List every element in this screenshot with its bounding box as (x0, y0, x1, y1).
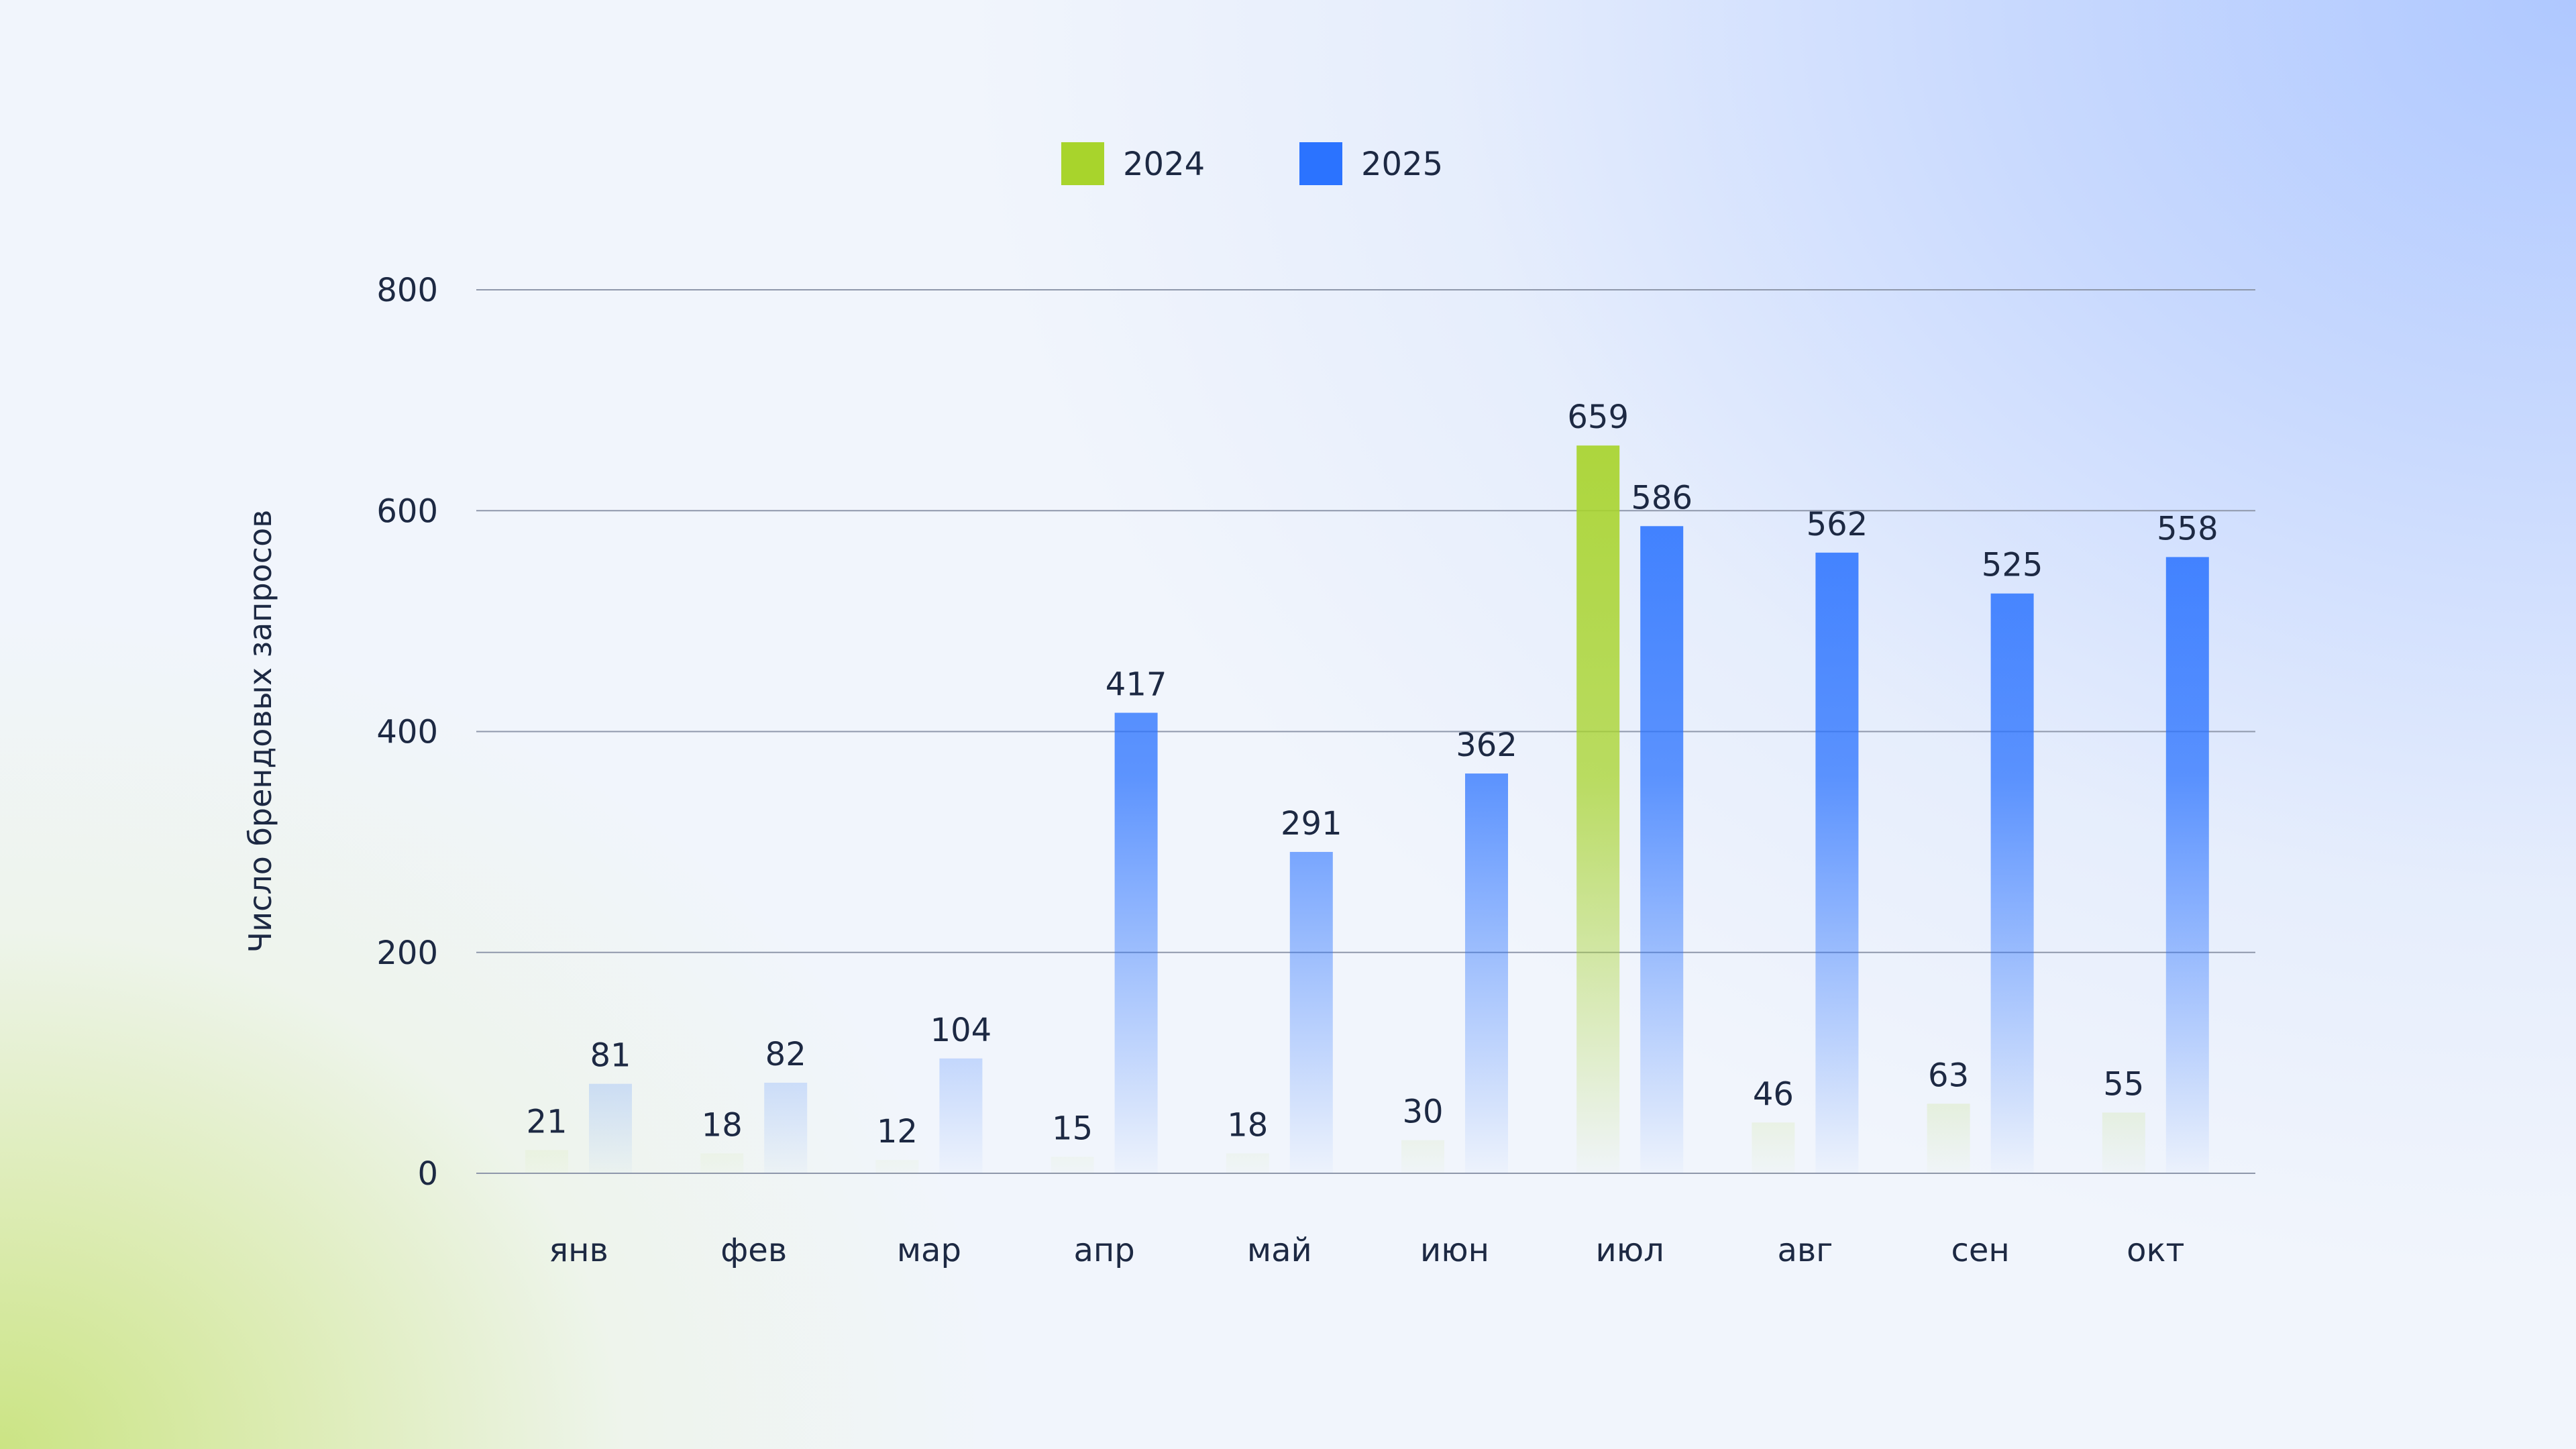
y-tick-label-200: 200 (376, 934, 438, 972)
y-tick-label-600: 600 (376, 492, 438, 530)
data-label-2025-сен: 525 (1982, 547, 2043, 584)
data-label-2024-фев: 18 (702, 1106, 743, 1144)
x-tick-label-мар: мар (897, 1232, 961, 1269)
bar-2025-июл (1640, 526, 1684, 1173)
bar-2024-апр (1051, 1157, 1094, 1173)
bars (525, 445, 2209, 1173)
data-label-2025-авг: 562 (1807, 506, 1868, 543)
y-tick-label-0: 0 (417, 1155, 438, 1193)
data-label-2024-июн: 30 (1402, 1093, 1443, 1131)
x-tick-label-фев: фев (720, 1232, 787, 1269)
bar-2025-мар (939, 1058, 983, 1173)
x-tick-label-янв: янв (549, 1232, 608, 1269)
data-label-2024-авг: 46 (1753, 1075, 1794, 1113)
bar-2024-фев (700, 1153, 744, 1173)
x-tick-label-сен: сен (1951, 1232, 2009, 1269)
bar-2025-фев (764, 1083, 808, 1173)
y-axis-ticks: 0 200 400 600 800 (376, 272, 438, 1193)
bar-2024-янв (525, 1150, 568, 1173)
data-label-2025-апр: 417 (1106, 666, 1167, 704)
y-tick-label-800: 800 (376, 272, 438, 309)
x-axis-ticks: янв фев мар апр май июн июл авг сен окт (549, 1232, 2184, 1269)
x-tick-label-окт: окт (2127, 1232, 2184, 1269)
x-tick-label-авг: авг (1777, 1232, 1833, 1269)
data-label-2025-мар: 104 (930, 1012, 992, 1049)
bar-2025-апр (1114, 712, 1158, 1173)
data-label-2024-окт: 55 (2103, 1065, 2144, 1103)
bar-2025-авг (1815, 552, 1859, 1173)
bar-2024-июн (1401, 1140, 1444, 1173)
data-label-2025-окт: 558 (2157, 510, 2218, 547)
x-tick-label-июл: июл (1596, 1232, 1664, 1269)
data-label-2024-апр: 15 (1052, 1110, 1093, 1147)
bar-2025-сен (1990, 593, 2034, 1173)
legend-label-2024: 2024 (1123, 146, 1205, 183)
data-label-2024-сен: 63 (1928, 1057, 1969, 1094)
bar-2024-июл (1576, 445, 1620, 1173)
data-label-2024-май: 18 (1227, 1106, 1268, 1144)
data-labels: 21 81 18 82 12 104 15 417 18 291 30 362 659 586 46 562 6… (526, 398, 2218, 1150)
x-tick-label-апр: апр (1073, 1232, 1134, 1269)
data-label-2025-фев: 82 (765, 1036, 806, 1073)
y-axis-title: Число брендовых запросов (242, 510, 278, 953)
bar-2024-сен (1927, 1104, 1970, 1173)
data-label-2025-май: 291 (1281, 805, 1342, 843)
legend-swatch-2024 (1061, 142, 1104, 185)
legend-swatch-2025 (1299, 142, 1342, 185)
data-label-2024-янв: 21 (526, 1103, 567, 1140)
bar-2025-июн (1465, 773, 1508, 1173)
data-label-2025-июн: 362 (1456, 727, 1517, 764)
legend-label-2025: 2025 (1361, 146, 1443, 183)
data-label-2024-июл: 659 (1567, 398, 1629, 436)
data-label-2025-янв: 81 (590, 1037, 631, 1075)
y-tick-label-400: 400 (376, 714, 438, 751)
bar-2024-окт (2102, 1112, 2145, 1173)
x-tick-label-июн: июн (1420, 1232, 1489, 1269)
gridlines (476, 289, 2255, 1174)
legend: 2024 2025 (1061, 142, 1443, 185)
bar-2025-окт (2165, 557, 2209, 1173)
bar-2025-янв (589, 1083, 632, 1173)
data-label-2024-мар: 12 (877, 1113, 918, 1150)
bar-2024-мар (875, 1160, 919, 1173)
x-tick-label-май: май (1247, 1232, 1312, 1269)
bar-2025-май (1289, 851, 1333, 1173)
data-label-2025-июл: 586 (1631, 479, 1693, 517)
bar-2024-авг (1752, 1122, 1795, 1173)
bar-2024-май (1226, 1153, 1269, 1173)
